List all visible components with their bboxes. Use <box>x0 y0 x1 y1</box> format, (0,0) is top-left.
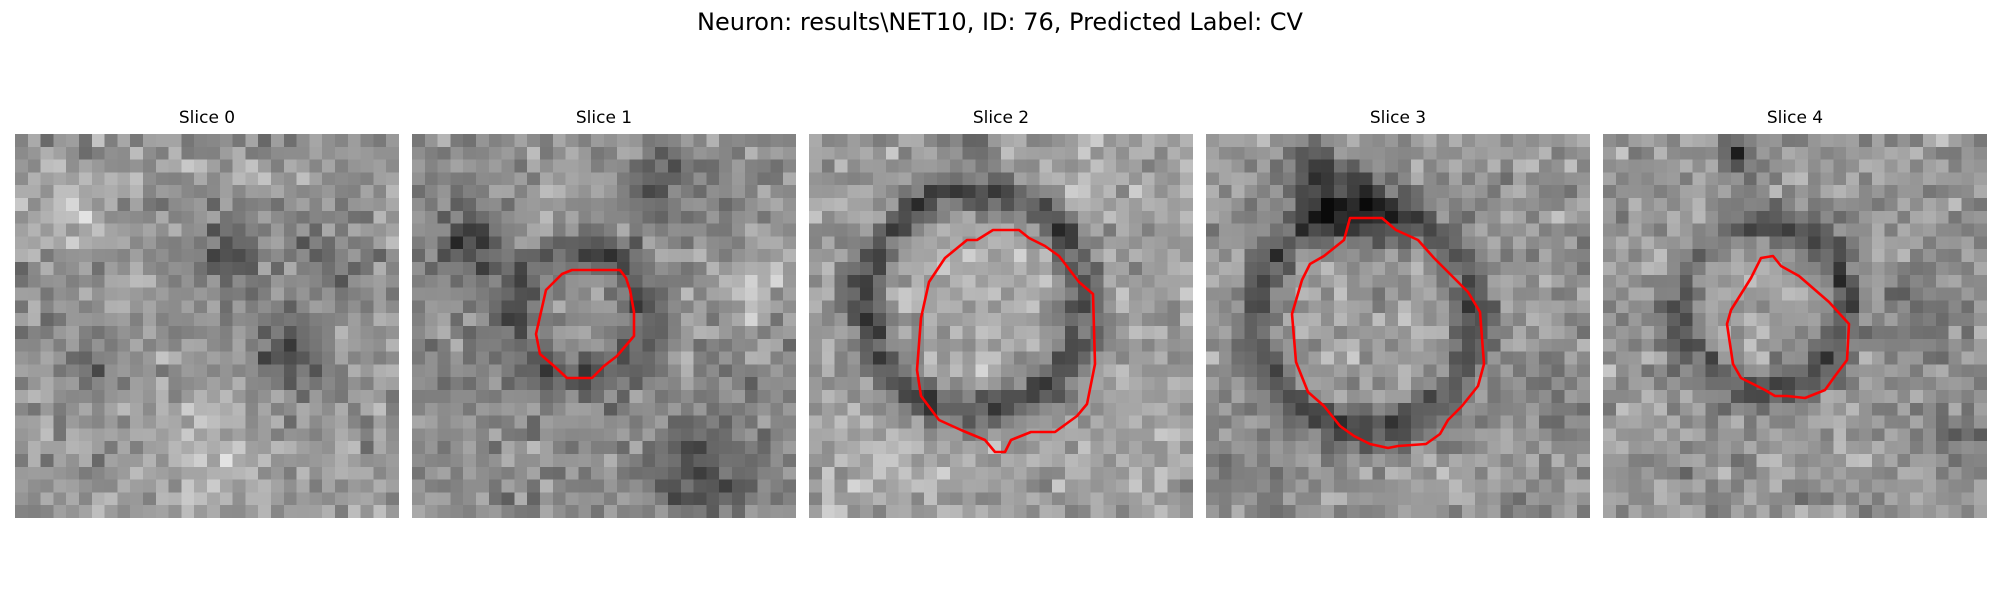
slice-panel-3: Slice 3 <box>1206 107 1590 518</box>
slice-image <box>412 134 796 518</box>
slice-panel-0: Slice 0 <box>15 107 399 518</box>
slice-title: Slice 1 <box>575 108 633 128</box>
slice-title: Slice 2 <box>972 108 1030 128</box>
slice-image <box>15 134 399 518</box>
contour-overlay <box>534 268 636 380</box>
contour-overlay <box>1290 216 1486 450</box>
slice-panel-4: Slice 4 <box>1603 107 1987 518</box>
roi-contour <box>915 228 1097 454</box>
slice-image <box>1603 134 1987 518</box>
slice-image <box>809 134 1193 518</box>
figure-title: Neuron: results\NET10, ID: 76, Predicted… <box>697 8 1303 36</box>
slice-title: Slice 0 <box>178 108 236 128</box>
slice-panel-2: Slice 2 <box>809 107 1193 518</box>
slice-panel-1: Slice 1 <box>412 107 796 518</box>
contour-overlay <box>1725 254 1851 400</box>
contour-overlay <box>915 228 1097 454</box>
roi-contour <box>534 268 636 380</box>
roi-contour <box>1725 254 1851 400</box>
slice-title: Slice 3 <box>1369 108 1427 128</box>
roi-contour <box>1290 216 1486 450</box>
slice-title: Slice 4 <box>1766 108 1824 128</box>
slice-image <box>1206 134 1590 518</box>
